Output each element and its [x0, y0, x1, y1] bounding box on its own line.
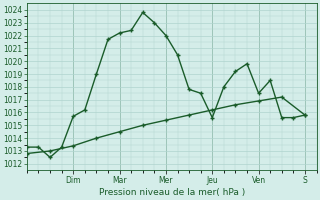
X-axis label: Pression niveau de la mer( hPa ): Pression niveau de la mer( hPa )	[99, 188, 245, 197]
